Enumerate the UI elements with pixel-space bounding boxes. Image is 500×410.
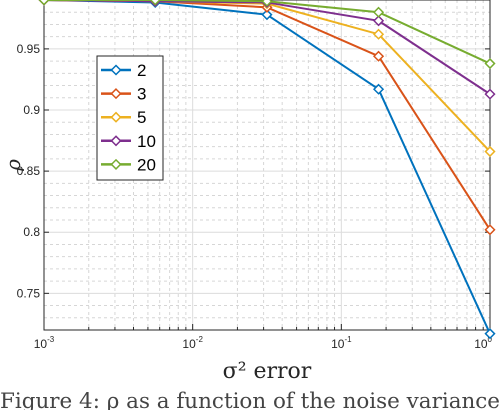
legend-item-10: 10 [101,132,156,151]
legend-marker [110,88,122,100]
axis-ticks: 0.75 0.8 0.85 0.9 0.95 10-3 10-2 10-1 100 [17,42,493,351]
data-point [484,88,496,100]
figure-caption: Figure 4: ρ as a function of the noise v… [0,389,500,410]
data-point [38,0,50,6]
legend-marker [110,64,122,76]
legend-marker [110,158,122,170]
data-point [261,9,273,21]
data-point [373,50,385,62]
legend-label: 2 [137,61,146,80]
legend-label: 10 [137,132,156,151]
data-point [373,28,385,40]
legend-label: 3 [137,85,146,104]
data-point [373,15,385,27]
legend: 2 3 5 10 20 [96,55,164,181]
y-tick-label: 0.8 [23,225,40,239]
x-tick-label: 10-2 [182,335,203,351]
data-point [484,328,496,340]
x-tick-label: 100 [474,335,492,351]
y-tick-label: 0.9 [23,103,40,117]
data-point [149,0,161,6]
legend-item-20: 20 [101,155,156,174]
data-point [484,57,496,70]
data-point [484,224,496,236]
y-tick-label: 0.95 [17,42,41,56]
y-axis-title: ρ [1,159,25,172]
y-tick-label: 0.75 [17,286,41,300]
series-lines [38,0,496,340]
data-point [373,83,385,95]
series-20 [38,0,496,70]
legend-item-3: 3 [101,85,146,104]
legend-label: 5 [137,108,146,127]
legend-item-2: 2 [101,61,146,80]
legend-marker [110,135,122,147]
x-tick-label: 10-1 [331,335,352,351]
legend-marker [110,111,122,123]
plot-frame [43,0,491,331]
data-point [484,145,496,158]
legend-label: 20 [137,155,156,174]
y-tick-label: 0.85 [17,164,41,178]
data-point [261,0,273,7]
x-axis-title: σ² error [223,359,312,384]
x-tick-label: 10-3 [34,335,55,351]
legend-item-5: 5 [101,108,146,127]
data-point [373,6,385,18]
